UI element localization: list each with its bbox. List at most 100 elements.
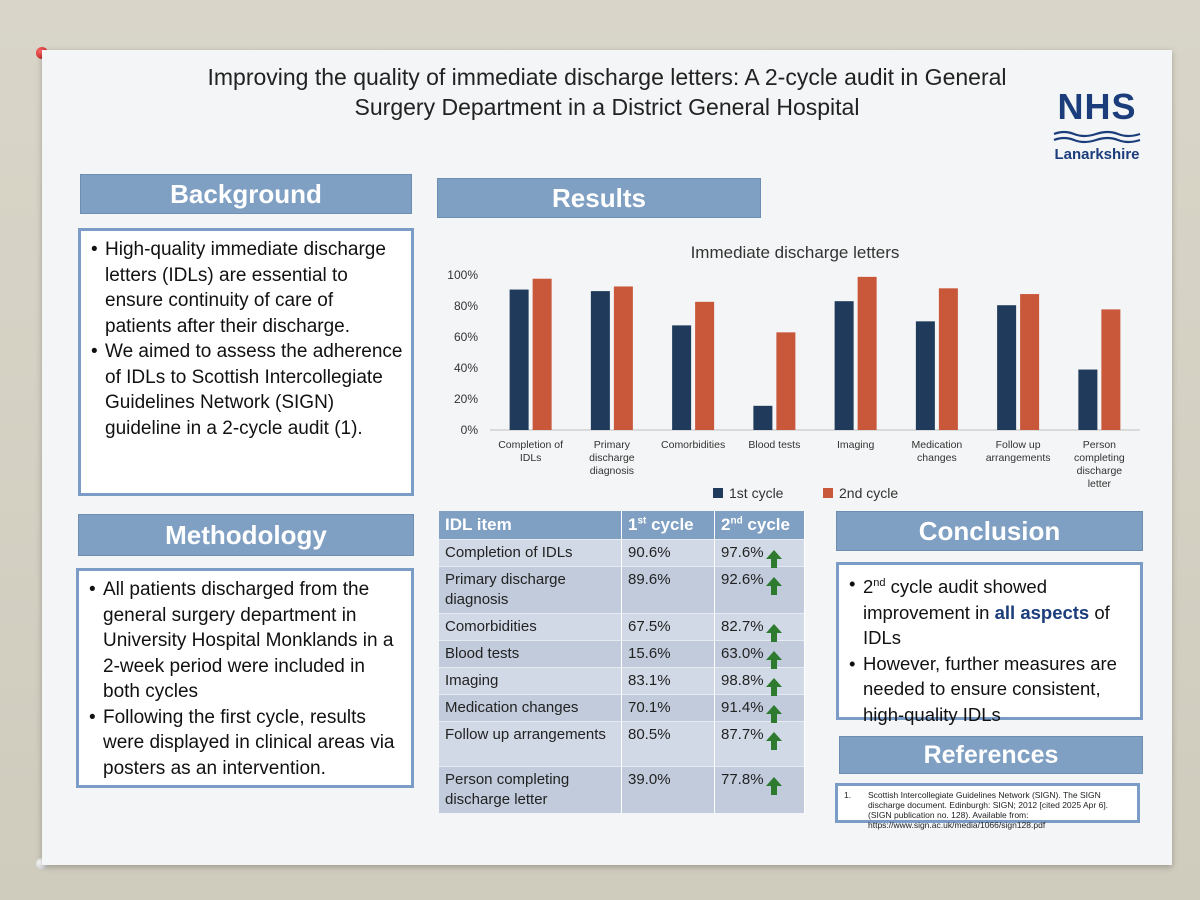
- x-category-label: letter: [1088, 478, 1112, 490]
- idl-table: IDL item 1st cycle 2nd cycle Completion …: [439, 511, 805, 813]
- bar-cycle2: [776, 332, 796, 430]
- x-category-label: arrangements: [986, 452, 1051, 464]
- table-cell-cycle2: 77.8%: [714, 766, 805, 813]
- cell-text: 39.0%: [628, 771, 671, 788]
- bar-cycle2: [613, 286, 633, 430]
- table-cell-item: Comorbidities: [439, 613, 622, 641]
- table-cell-cycle2: 98.8%: [714, 667, 805, 696]
- table-cell-cycle2: 92.6%: [714, 566, 805, 614]
- y-tick-label: 40%: [454, 361, 478, 375]
- conclusion-number: 2: [863, 576, 874, 598]
- bar-cycle2: [532, 278, 552, 430]
- logo-name: NHS: [1057, 86, 1137, 127]
- cell-text: Follow up arrangements: [445, 726, 606, 743]
- conclusion-text: cycle audit showed improvement in: [863, 576, 1047, 623]
- cell-text: Completion of IDLs: [445, 544, 573, 561]
- table-header: IDL item: [439, 511, 622, 540]
- bar-cycle2: [857, 276, 877, 430]
- up-arrow-icon: [765, 651, 782, 669]
- table-cell-item: Imaging: [439, 667, 622, 695]
- logo-wave-icon: [1053, 130, 1141, 144]
- cell-text: Primary discharge diagnosis: [445, 571, 566, 608]
- bar-cycle1: [509, 289, 529, 430]
- background-bullet: High-quality immediate discharge letters…: [91, 237, 403, 339]
- legend-swatch: [823, 488, 833, 498]
- methodology-heading: Methodology: [78, 514, 414, 556]
- table-row: Completion of IDLs 90.6% 97.6%: [439, 539, 805, 568]
- table-cell-item: Blood tests: [439, 640, 622, 668]
- table-cell-cycle2: 97.6%: [714, 539, 805, 568]
- x-category-label: Completion of: [498, 439, 563, 451]
- up-arrow-icon: [765, 550, 782, 568]
- y-tick-label: 80%: [454, 299, 478, 313]
- table-header: 1st cycle: [621, 511, 715, 540]
- cell-text: 70.1%: [628, 699, 671, 716]
- cell-text: Person completing discharge letter: [445, 771, 570, 808]
- cell-text: 98.8%: [721, 672, 764, 689]
- header-sup: nd: [730, 515, 743, 527]
- x-category-label: Medication: [911, 439, 962, 451]
- header-text: cycle: [742, 515, 790, 534]
- references-box: 1. Scottish Intercollegiate Guidelines N…: [835, 783, 1140, 830]
- bar-cycle1: [915, 321, 935, 430]
- cell-text: 87.7%: [721, 726, 764, 743]
- x-category-label: Blood tests: [748, 439, 800, 451]
- logo-region: Lanarkshire: [1054, 146, 1140, 163]
- cell-text: 83.1%: [628, 672, 671, 689]
- cell-text: Blood tests: [445, 645, 520, 662]
- bar-cycle1: [997, 305, 1017, 430]
- cell-text: 63.0%: [721, 645, 764, 662]
- table-cell-item: Follow up arrangements: [439, 721, 622, 767]
- methodology-bullet: Following the first cycle, results were …: [89, 705, 403, 782]
- reference-text: Scottish Intercollegiate Guidelines Netw…: [868, 790, 1109, 830]
- up-arrow-icon: [765, 705, 782, 723]
- up-arrow-icon: [765, 577, 782, 595]
- table-cell-cycle1: 80.5%: [621, 721, 715, 767]
- poster-title: Improving the quality of immediate disch…: [207, 64, 1007, 120]
- cell-text: 97.6%: [721, 544, 764, 561]
- results-heading: Results: [437, 178, 761, 218]
- table-cell-cycle1: 89.6%: [621, 566, 715, 614]
- up-arrow-icon: [765, 777, 782, 795]
- conclusion-bullet: 2nd cycle audit showed improvement in al…: [849, 571, 1132, 651]
- x-category-label: completing: [1074, 452, 1125, 464]
- poster: Improving the quality of immediate disch…: [42, 50, 1172, 865]
- table-cell-cycle2: 63.0%: [714, 640, 805, 669]
- table-cell-cycle1: 15.6%: [621, 640, 715, 668]
- up-arrow-icon: [765, 678, 782, 696]
- chart-title: Immediate discharge letters: [691, 243, 900, 262]
- nhs-logo: NHS Lanarkshire: [1042, 86, 1152, 163]
- cell-text: 91.4%: [721, 699, 764, 716]
- table-header: 2nd cycle: [714, 511, 805, 540]
- up-arrow-icon: [765, 624, 782, 642]
- legend-label: 2nd cycle: [839, 485, 898, 501]
- cell-text: 92.6%: [721, 571, 764, 588]
- x-category-label: Comorbidities: [661, 439, 725, 451]
- legend-label: 1st cycle: [729, 485, 784, 501]
- cell-text: 82.7%: [721, 618, 764, 635]
- table-cell-cycle2: 91.4%: [714, 694, 805, 723]
- conclusion-heading: Conclusion: [836, 511, 1143, 551]
- background-bullet: We aimed to assess the adherence of IDLs…: [91, 339, 403, 441]
- bar-cycle1: [672, 325, 692, 430]
- x-category-label: changes: [917, 452, 957, 464]
- table-cell-cycle1: 70.1%: [621, 694, 715, 722]
- y-tick-label: 20%: [454, 392, 478, 406]
- table-row: Medication changes 70.1% 91.4%: [439, 694, 805, 723]
- x-category-label: Follow up: [996, 439, 1041, 451]
- y-tick-label: 100%: [447, 268, 478, 282]
- cell-text: 89.6%: [628, 571, 671, 588]
- bar-chart: Immediate discharge letters 0% 20% 40% 60% 80…: [447, 243, 1140, 501]
- x-category-label: Primary: [594, 439, 631, 451]
- x-category-label: discharge: [589, 452, 635, 464]
- header-text: cycle: [646, 515, 694, 534]
- methodology-box: All patients discharged from the general…: [76, 568, 414, 788]
- table-row: Person completing discharge letter 39.0% 7…: [439, 766, 805, 813]
- reference-number: 1.: [844, 790, 852, 800]
- table-header-row: IDL item 1st cycle 2nd cycle: [439, 511, 805, 540]
- table-cell-cycle2: 82.7%: [714, 613, 805, 642]
- y-tick-label: 0%: [461, 423, 479, 437]
- cell-text: 67.5%: [628, 618, 671, 635]
- conclusion-text: of IDLs: [863, 601, 1110, 649]
- bar-cycle1: [834, 301, 854, 430]
